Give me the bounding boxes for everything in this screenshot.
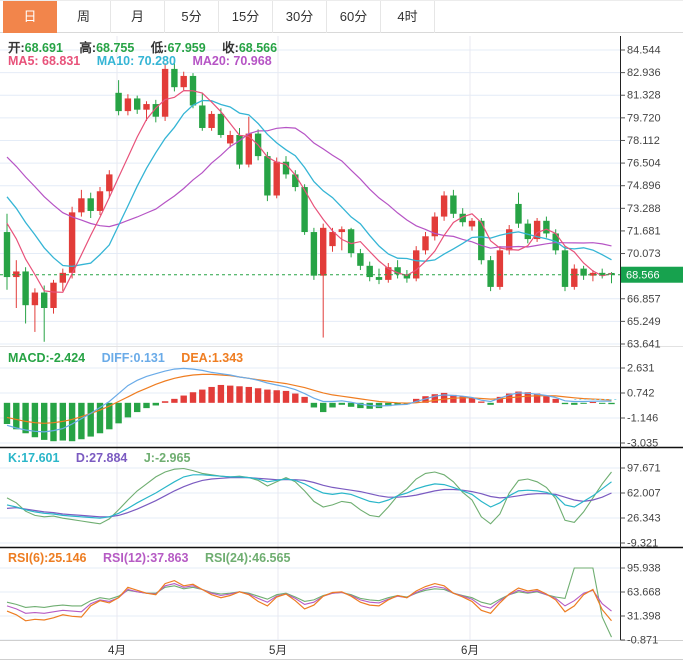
high-label: 高: — [79, 41, 97, 55]
high-value: 68.755 — [96, 41, 135, 55]
svg-text:81.328: 81.328 — [627, 90, 661, 102]
svg-text:74.896: 74.896 — [627, 180, 661, 192]
macd-readout: MACD:-2.424 DIFF:0.131 DEA:1.343 — [8, 351, 256, 365]
tab-month[interactable]: 月 — [111, 1, 165, 33]
svg-text:0.742: 0.742 — [627, 388, 655, 400]
svg-text:66.857: 66.857 — [627, 293, 661, 305]
ma5-value: MA5: 68.831 — [8, 54, 81, 68]
svg-text:70.073: 70.073 — [627, 248, 661, 260]
svg-text:95.938: 95.938 — [627, 563, 661, 575]
rsi6-value: RSI(6):25.146 — [8, 551, 87, 565]
d-value: D:27.884 — [75, 451, 128, 465]
rsi-readout: RSI(6):25.146 RSI(12):37.863 RSI(24):46.… — [8, 551, 303, 565]
diff-value: DIFF:0.131 — [101, 351, 165, 365]
svg-text:-9.321: -9.321 — [627, 538, 658, 550]
svg-text:68.566: 68.566 — [626, 270, 660, 282]
k-value: K:17.601 — [8, 451, 60, 465]
svg-text:78.112: 78.112 — [627, 135, 660, 147]
tab-4hour[interactable]: 4时 — [381, 1, 435, 33]
svg-text:-0.871: -0.871 — [627, 635, 658, 647]
dea-value: DEA:1.343 — [181, 351, 244, 365]
svg-text:65.249: 65.249 — [627, 316, 661, 328]
rsi12-value: RSI(12):37.863 — [103, 551, 189, 565]
panel-separators — [0, 36, 683, 660]
rsi-layer — [6, 567, 612, 638]
svg-text:84.544: 84.544 — [627, 45, 661, 57]
svg-text:62.007: 62.007 — [627, 488, 661, 500]
tab-15min[interactable]: 15分 — [219, 1, 273, 33]
axis-labels: 84.544 82.936 81.328 79.720 78.112 76.504 74.8… — [620, 45, 661, 647]
tab-30min[interactable]: 30分 — [273, 1, 327, 33]
ma-readout: MA5: 68.831 MA10: 70.280 MA20: 70.968 — [8, 54, 285, 68]
period-tabbar: 日 周 月 5分 15分 30分 60分 4时 — [0, 0, 683, 33]
svg-text:4月: 4月 — [108, 645, 126, 657]
kdj-readout: K:17.601 D:27.884 J:-2.965 — [8, 451, 203, 465]
svg-text:76.504: 76.504 — [627, 158, 661, 170]
svg-text:82.936: 82.936 — [627, 67, 661, 79]
ma20-value: MA20: 70.968 — [192, 54, 272, 68]
j-value: J:-2.965 — [143, 451, 191, 465]
svg-text:5月: 5月 — [269, 645, 287, 657]
svg-text:26.343: 26.343 — [627, 513, 661, 525]
svg-text:73.288: 73.288 — [627, 203, 661, 215]
low-value: 67.959 — [167, 41, 206, 55]
svg-text:-1.146: -1.146 — [627, 412, 658, 424]
macd-layer — [3, 367, 619, 442]
svg-text:79.720: 79.720 — [627, 112, 661, 124]
kdj-layer — [6, 467, 612, 525]
tab-week[interactable]: 周 — [57, 1, 111, 33]
candles-layer — [3, 60, 615, 342]
svg-text:-3.035: -3.035 — [627, 438, 658, 450]
close-label: 收: — [222, 41, 239, 55]
tab-5min[interactable]: 5分 — [165, 1, 219, 33]
last-price-tag: 68.566 — [621, 266, 683, 283]
rsi24-value: RSI(24):46.565 — [204, 551, 291, 565]
svg-text:63.641: 63.641 — [627, 339, 661, 351]
gridlines — [0, 36, 620, 641]
svg-text:97.671: 97.671 — [627, 463, 661, 475]
open-label: 开: — [8, 41, 25, 55]
open-value: 68.691 — [24, 41, 63, 55]
x-axis-labels: 4月 5月 6月 — [108, 645, 479, 657]
ma-lines — [6, 89, 612, 293]
close-value: 68.566 — [238, 41, 278, 55]
macd-value: MACD:-2.424 — [8, 351, 86, 365]
svg-text:2.631: 2.631 — [627, 363, 655, 375]
svg-text:63.668: 63.668 — [627, 587, 661, 599]
svg-text:6月: 6月 — [461, 645, 479, 657]
low-label: 低: — [150, 41, 168, 55]
svg-text:31.398: 31.398 — [627, 611, 661, 623]
ma10-value: MA10: 70.280 — [96, 54, 176, 68]
tab-day[interactable]: 日 — [3, 1, 57, 33]
tab-60min[interactable]: 60分 — [327, 1, 381, 33]
ohlc-readout: 开:68.691 高:68.755 低:67.959 收:68.566 — [8, 37, 290, 56]
svg-text:71.681: 71.681 — [627, 225, 661, 237]
